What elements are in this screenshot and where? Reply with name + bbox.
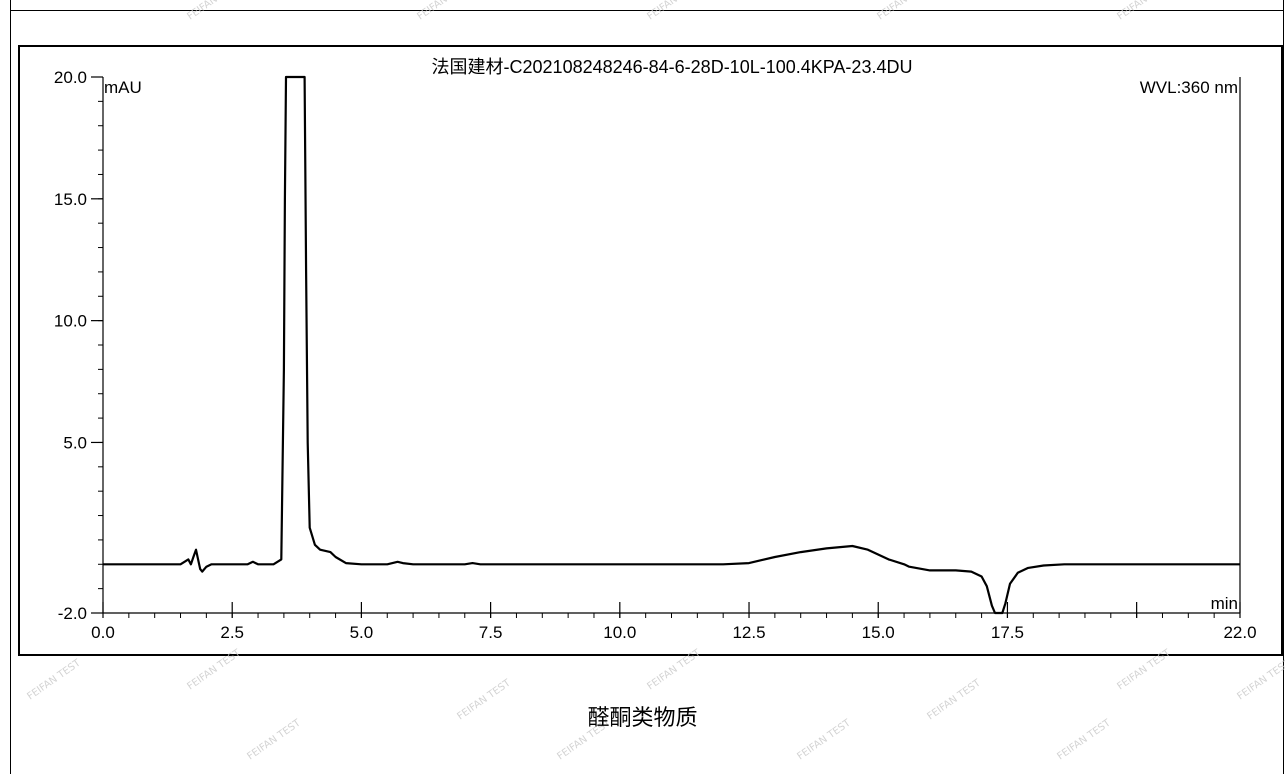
chromatogram-trace <box>103 75 1240 615</box>
axis-ticks: -2.0 5.0 10.0 15.0 20.0 0.0 2.5 5.0 7.5 10.0 12.5 1… <box>54 68 1257 642</box>
x-tick-label: 10.0 <box>603 623 636 642</box>
watermark-text: FEIFAN TEST <box>645 0 703 22</box>
x-axis-label: min <box>1211 594 1238 613</box>
page-frame <box>10 0 1284 774</box>
watermark-text: FEIFAN TEST <box>185 647 243 692</box>
y-tick-label: 20.0 <box>54 68 87 87</box>
y-tick-label: 15.0 <box>54 190 87 209</box>
x-tick-label: 15.0 <box>862 623 895 642</box>
figure-caption: 醛酮类物质 <box>587 706 698 731</box>
watermark-text: FEIFAN TEST <box>875 0 933 22</box>
watermark-text: FEIFAN TEST <box>1115 647 1173 692</box>
x-tick-label: 12.5 <box>732 623 765 642</box>
watermark-text: FEIFAN TEST <box>415 0 473 22</box>
wavelength-annotation: WVL:360 nm <box>1140 78 1238 97</box>
watermark-text: FEIFAN TEST <box>185 0 243 22</box>
x-tick-label: 17.5 <box>991 623 1024 642</box>
chart-frame <box>18 45 1283 656</box>
watermark-text: FEIFAN TEST <box>1115 0 1173 22</box>
y-tick-label: 10.0 <box>54 312 87 331</box>
x-tick-label: 7.5 <box>479 623 503 642</box>
chart-title: 法国建材-C202108248246-84-6-28D-10L-100.4KPA… <box>432 57 913 77</box>
watermark-text: FEIFAN TEST <box>645 647 703 692</box>
x-tick-label: 0.0 <box>91 623 115 642</box>
watermark-text: FEIFAN TEST <box>1235 657 1285 702</box>
x-tick-label: 5.0 <box>350 623 374 642</box>
x-tick-label: 2.5 <box>220 623 244 642</box>
watermark-text: FEIFAN TEST <box>25 657 83 702</box>
watermark-layer: FEIFAN TEST FEIFAN TEST FEIFAN TEST FEIFAN … <box>25 0 1285 762</box>
y-tick-label: -2.0 <box>58 604 87 623</box>
y-tick-label: 5.0 <box>63 433 87 452</box>
y-axis-label: mAU <box>104 78 142 97</box>
x-tick-label: 22.0 <box>1223 623 1256 642</box>
top-rule <box>10 10 1284 11</box>
